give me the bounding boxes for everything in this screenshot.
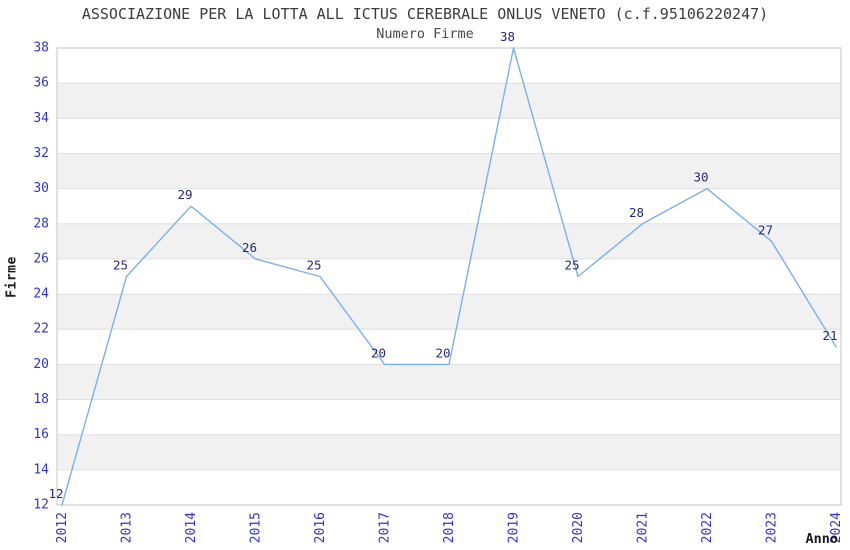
data-point-label: 26 (242, 240, 257, 255)
data-point-label: 20 (435, 345, 450, 360)
x-tick-label: 2022 (700, 512, 715, 543)
data-point-label: 25 (306, 258, 321, 273)
y-axis-title: Firme (4, 256, 20, 298)
data-point-label: 27 (758, 222, 773, 237)
x-tick-label: 2015 (249, 512, 264, 543)
plot-band (57, 364, 841, 400)
plot-band (57, 83, 841, 119)
x-tick-label: 2012 (55, 512, 70, 543)
plot-band (57, 399, 841, 435)
data-point-label: 25 (113, 258, 128, 273)
plot-band (57, 153, 841, 189)
y-tick-label: 14 (33, 462, 49, 477)
y-tick-label: 20 (33, 357, 49, 372)
plot-band (57, 294, 841, 330)
data-point-label: 20 (371, 345, 386, 360)
data-point-label: 12 (48, 486, 63, 501)
data-point-label: 28 (629, 205, 644, 220)
plot-band (57, 118, 841, 154)
plot-border (56, 47, 842, 506)
y-tick-label: 34 (33, 111, 49, 126)
x-tick-label: 2019 (507, 512, 522, 543)
y-tick-label: 24 (33, 287, 49, 302)
x-tick-label: 2014 (184, 512, 199, 543)
y-tick-label: 26 (33, 251, 49, 266)
data-point-label: 21 (822, 328, 837, 343)
y-tick-label: 12 (33, 498, 49, 513)
x-tick-label: 2016 (313, 512, 328, 543)
plot-band (57, 258, 841, 295)
data-point-label: 29 (177, 187, 192, 202)
plot-band (57, 223, 841, 259)
y-tick-label: 22 (33, 322, 49, 337)
plot-band (57, 188, 841, 224)
x-tick-label: 2021 (636, 512, 651, 543)
x-tick-label: 2017 (378, 512, 393, 543)
plot-band (57, 434, 841, 470)
chart-subtitle: Numero Firme (376, 26, 474, 42)
x-tick-label: 2024 (829, 512, 844, 543)
y-tick-label: 28 (33, 216, 49, 231)
y-tick-label: 32 (33, 146, 49, 161)
y-tick-label: 38 (33, 41, 49, 56)
data-point-label: 38 (500, 29, 515, 44)
plot-band (57, 329, 841, 365)
data-point-label: 30 (693, 170, 708, 185)
chart-title: ASSOCIAZIONE PER LA LOTTA ALL ICTUS CERE… (81, 5, 769, 23)
x-axis-title: Anno (805, 531, 838, 547)
plot-band (57, 48, 841, 84)
y-tick-label: 36 (33, 76, 49, 91)
y-tick-label: 30 (33, 181, 49, 196)
x-tick-label: 2020 (571, 512, 586, 543)
series-line (61, 47, 837, 506)
y-tick-label: 18 (33, 392, 49, 407)
data-point-label: 25 (564, 258, 579, 273)
plot-band (57, 469, 841, 505)
x-tick-label: 2023 (765, 512, 780, 543)
x-tick-label: 2018 (442, 512, 457, 543)
y-tick-label: 16 (33, 427, 49, 442)
x-tick-label: 2013 (120, 512, 135, 543)
